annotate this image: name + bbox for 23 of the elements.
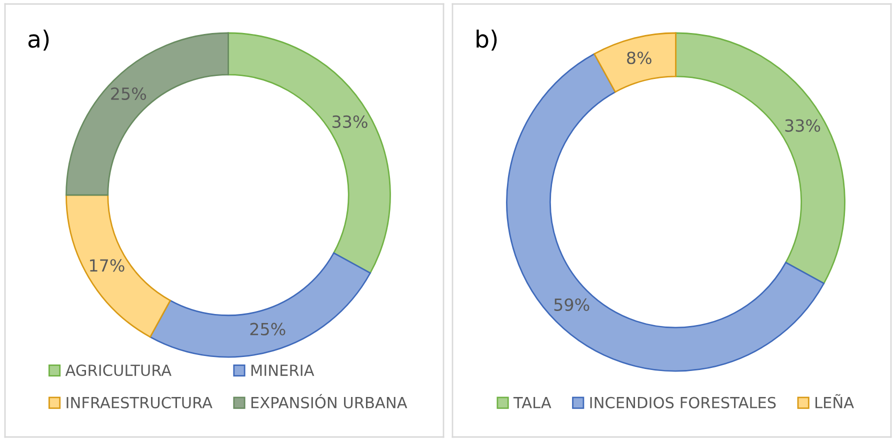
donut-slice bbox=[66, 32, 229, 196]
data-label: 8% bbox=[627, 52, 652, 64]
data-label: 17% bbox=[90, 259, 124, 272]
donut-slice bbox=[150, 252, 371, 358]
data-label: 33% bbox=[332, 115, 368, 128]
legend-label: EXPANSIÓN URBANA bbox=[251, 394, 408, 408]
donut-slice bbox=[66, 194, 171, 338]
legend-label: INCENDIOS FORESTALES bbox=[590, 396, 776, 408]
data-label: 25% bbox=[111, 87, 146, 100]
donut-slice bbox=[594, 32, 676, 93]
legend-label: AGRICULTURA bbox=[65, 364, 172, 376]
chart-title: b) bbox=[476, 30, 497, 51]
chart-title: a) bbox=[28, 30, 49, 51]
donut-slice bbox=[675, 32, 846, 284]
legend-label: INFRAESTRUCTURA bbox=[66, 396, 212, 408]
legend-label: TALA bbox=[513, 397, 552, 408]
donut-slice bbox=[228, 32, 391, 274]
legend-label: LEÑA bbox=[816, 394, 854, 408]
donut-slice bbox=[506, 53, 825, 372]
data-label: 25% bbox=[250, 322, 286, 336]
legend-label: MINERIA bbox=[251, 364, 314, 376]
data-label: 59% bbox=[554, 298, 590, 311]
data-label: 33% bbox=[785, 119, 820, 132]
